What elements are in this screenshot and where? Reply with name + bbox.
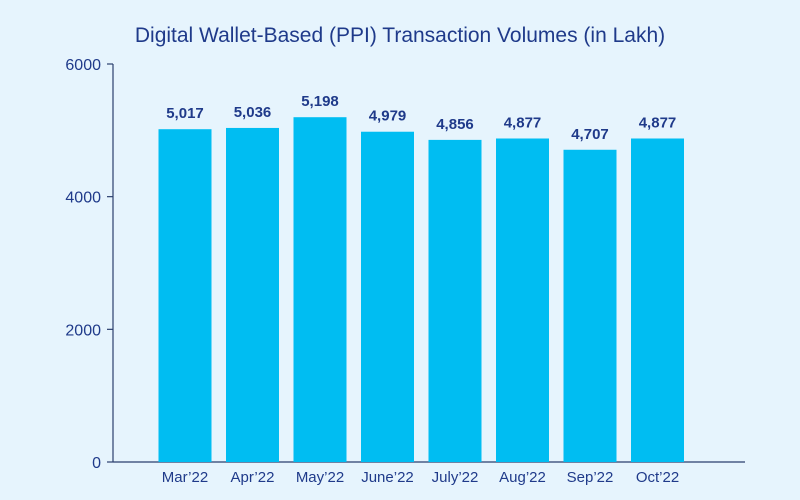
y-tick-label: 4000 [65, 190, 101, 207]
x-tick-label: Mar’22 [162, 469, 208, 486]
x-tick-label: July’22 [432, 469, 479, 486]
x-tick-label: June’22 [361, 469, 414, 486]
data-label: 5,017 [166, 105, 204, 122]
bar [563, 149, 617, 463]
x-tick-label: Apr’22 [231, 469, 275, 486]
chart-title: Digital Wallet-Based (PPI) Transaction V… [135, 24, 665, 47]
data-label: 4,877 [504, 114, 542, 131]
bar [361, 131, 414, 463]
bar [428, 139, 482, 463]
bars: 5,017 5,036 5,198 4,979 4,856 4,877 4,707 4,877 [158, 93, 684, 463]
y-axis: 0 2000 4000 6000 [65, 57, 114, 472]
x-tick-label: Oct’22 [636, 469, 679, 486]
data-label: 5,198 [301, 93, 339, 110]
x-tick-label: May’22 [296, 469, 344, 486]
bar [226, 127, 279, 462]
data-label: 4,707 [571, 126, 609, 143]
bar [293, 117, 347, 462]
y-tick-label: 6000 [65, 57, 101, 74]
bar [158, 129, 212, 462]
data-label: 5,036 [234, 104, 272, 121]
data-label: 4,979 [369, 108, 407, 125]
x-tick-label: Aug’22 [499, 469, 546, 486]
y-tick-label: 0 [92, 455, 101, 472]
y-tick-label: 2000 [65, 322, 101, 339]
data-label: 4,856 [436, 116, 474, 133]
x-axis: Mar’22 Apr’22 May’22 June’22 July’22 Aug’22 Se… [113, 461, 745, 486]
bar [496, 138, 549, 462]
x-tick-label: Sep’22 [567, 469, 614, 486]
bar [631, 138, 684, 462]
data-label: 4,877 [639, 114, 677, 131]
